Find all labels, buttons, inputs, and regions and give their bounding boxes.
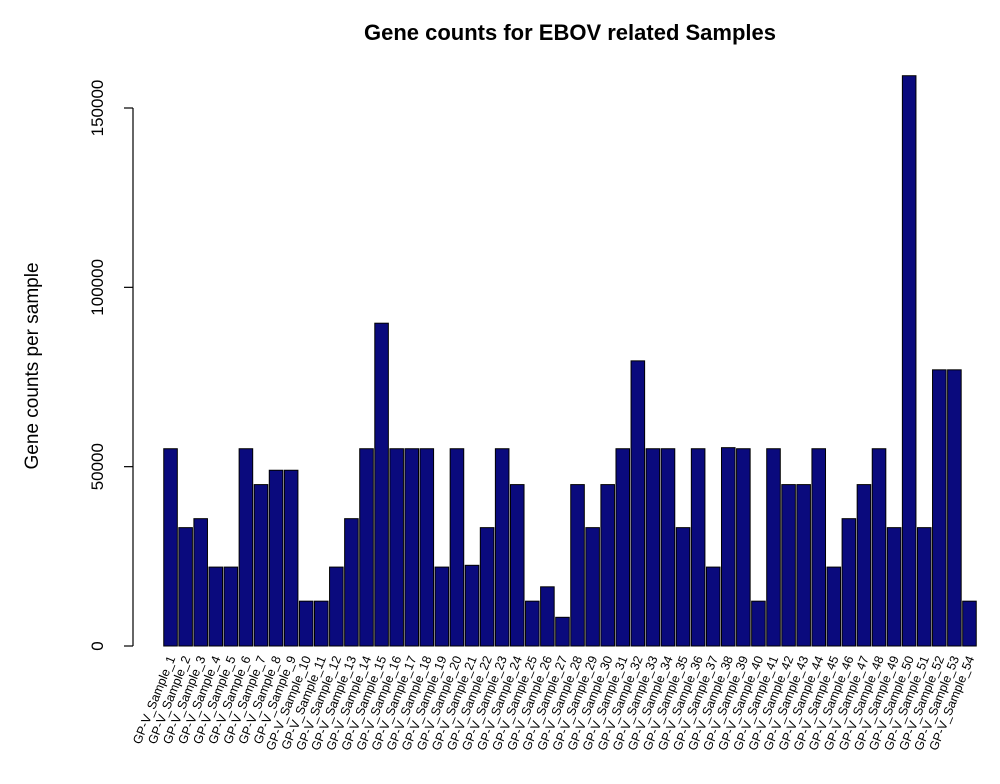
bar-47 bbox=[856, 484, 872, 647]
bar-7 bbox=[253, 484, 269, 647]
x-tick-labels: GP-V_Sample_1GP-V_Sample_2GP-V_Sample_3G… bbox=[130, 654, 977, 753]
bar-29 bbox=[585, 527, 600, 647]
bar-5 bbox=[223, 566, 239, 647]
bar-1 bbox=[163, 448, 178, 647]
bars-group bbox=[163, 75, 977, 647]
bar-23 bbox=[494, 448, 510, 647]
bar-50 bbox=[901, 75, 917, 647]
y-tick-label: 150000 bbox=[88, 80, 107, 137]
bar-41 bbox=[766, 448, 781, 647]
bar-31 bbox=[615, 448, 631, 647]
bar-28 bbox=[570, 484, 585, 647]
y-tick-label: 50000 bbox=[88, 443, 107, 490]
bar-10 bbox=[298, 600, 314, 647]
bar-3 bbox=[193, 518, 208, 647]
bar-22 bbox=[479, 527, 495, 647]
bar-39 bbox=[736, 448, 751, 647]
bar-17 bbox=[404, 448, 420, 647]
bar-40 bbox=[751, 600, 766, 647]
bar-2 bbox=[178, 527, 193, 647]
y-axis: 0 50000 100000 150000 bbox=[88, 80, 134, 651]
bar-46 bbox=[841, 518, 857, 647]
bar-21 bbox=[464, 564, 480, 647]
bar-24 bbox=[509, 484, 525, 647]
bar-30 bbox=[600, 484, 615, 647]
bar-36 bbox=[690, 448, 706, 647]
bar-26 bbox=[540, 586, 555, 647]
bar-4 bbox=[208, 566, 224, 647]
bar-8 bbox=[268, 469, 284, 647]
bar-9 bbox=[283, 469, 299, 647]
bar-51 bbox=[916, 527, 932, 647]
bar-45 bbox=[826, 566, 842, 647]
bar-53 bbox=[947, 369, 962, 647]
bar-54 bbox=[962, 600, 977, 647]
bar-32 bbox=[630, 360, 646, 647]
bar-35 bbox=[675, 527, 691, 647]
y-tick-label: 0 bbox=[88, 641, 107, 650]
bar-13 bbox=[344, 518, 359, 647]
bar-15 bbox=[374, 322, 389, 647]
bar-19 bbox=[434, 566, 450, 647]
bar-14 bbox=[359, 448, 374, 647]
bar-44 bbox=[811, 448, 827, 647]
bar-12 bbox=[329, 566, 344, 647]
bar-48 bbox=[871, 448, 887, 647]
bar-6 bbox=[238, 448, 254, 647]
y-tick-label: 100000 bbox=[88, 259, 107, 316]
y-axis-label: Gene counts per sample bbox=[22, 262, 43, 469]
bar-11 bbox=[313, 600, 329, 647]
bar-33 bbox=[645, 448, 661, 647]
bar-20 bbox=[449, 448, 465, 647]
bar-43 bbox=[796, 484, 811, 647]
chart-title: Gene counts for EBOV related Samples bbox=[364, 20, 776, 45]
bar-42 bbox=[781, 484, 796, 647]
bar-18 bbox=[419, 448, 435, 647]
bar-49 bbox=[886, 527, 902, 647]
bar-52 bbox=[932, 369, 947, 647]
bar-27 bbox=[555, 616, 570, 647]
bar-34 bbox=[660, 448, 676, 647]
bar-38 bbox=[720, 447, 736, 647]
bar-37 bbox=[705, 566, 721, 647]
bar-25 bbox=[525, 600, 540, 647]
bar-16 bbox=[389, 448, 404, 647]
